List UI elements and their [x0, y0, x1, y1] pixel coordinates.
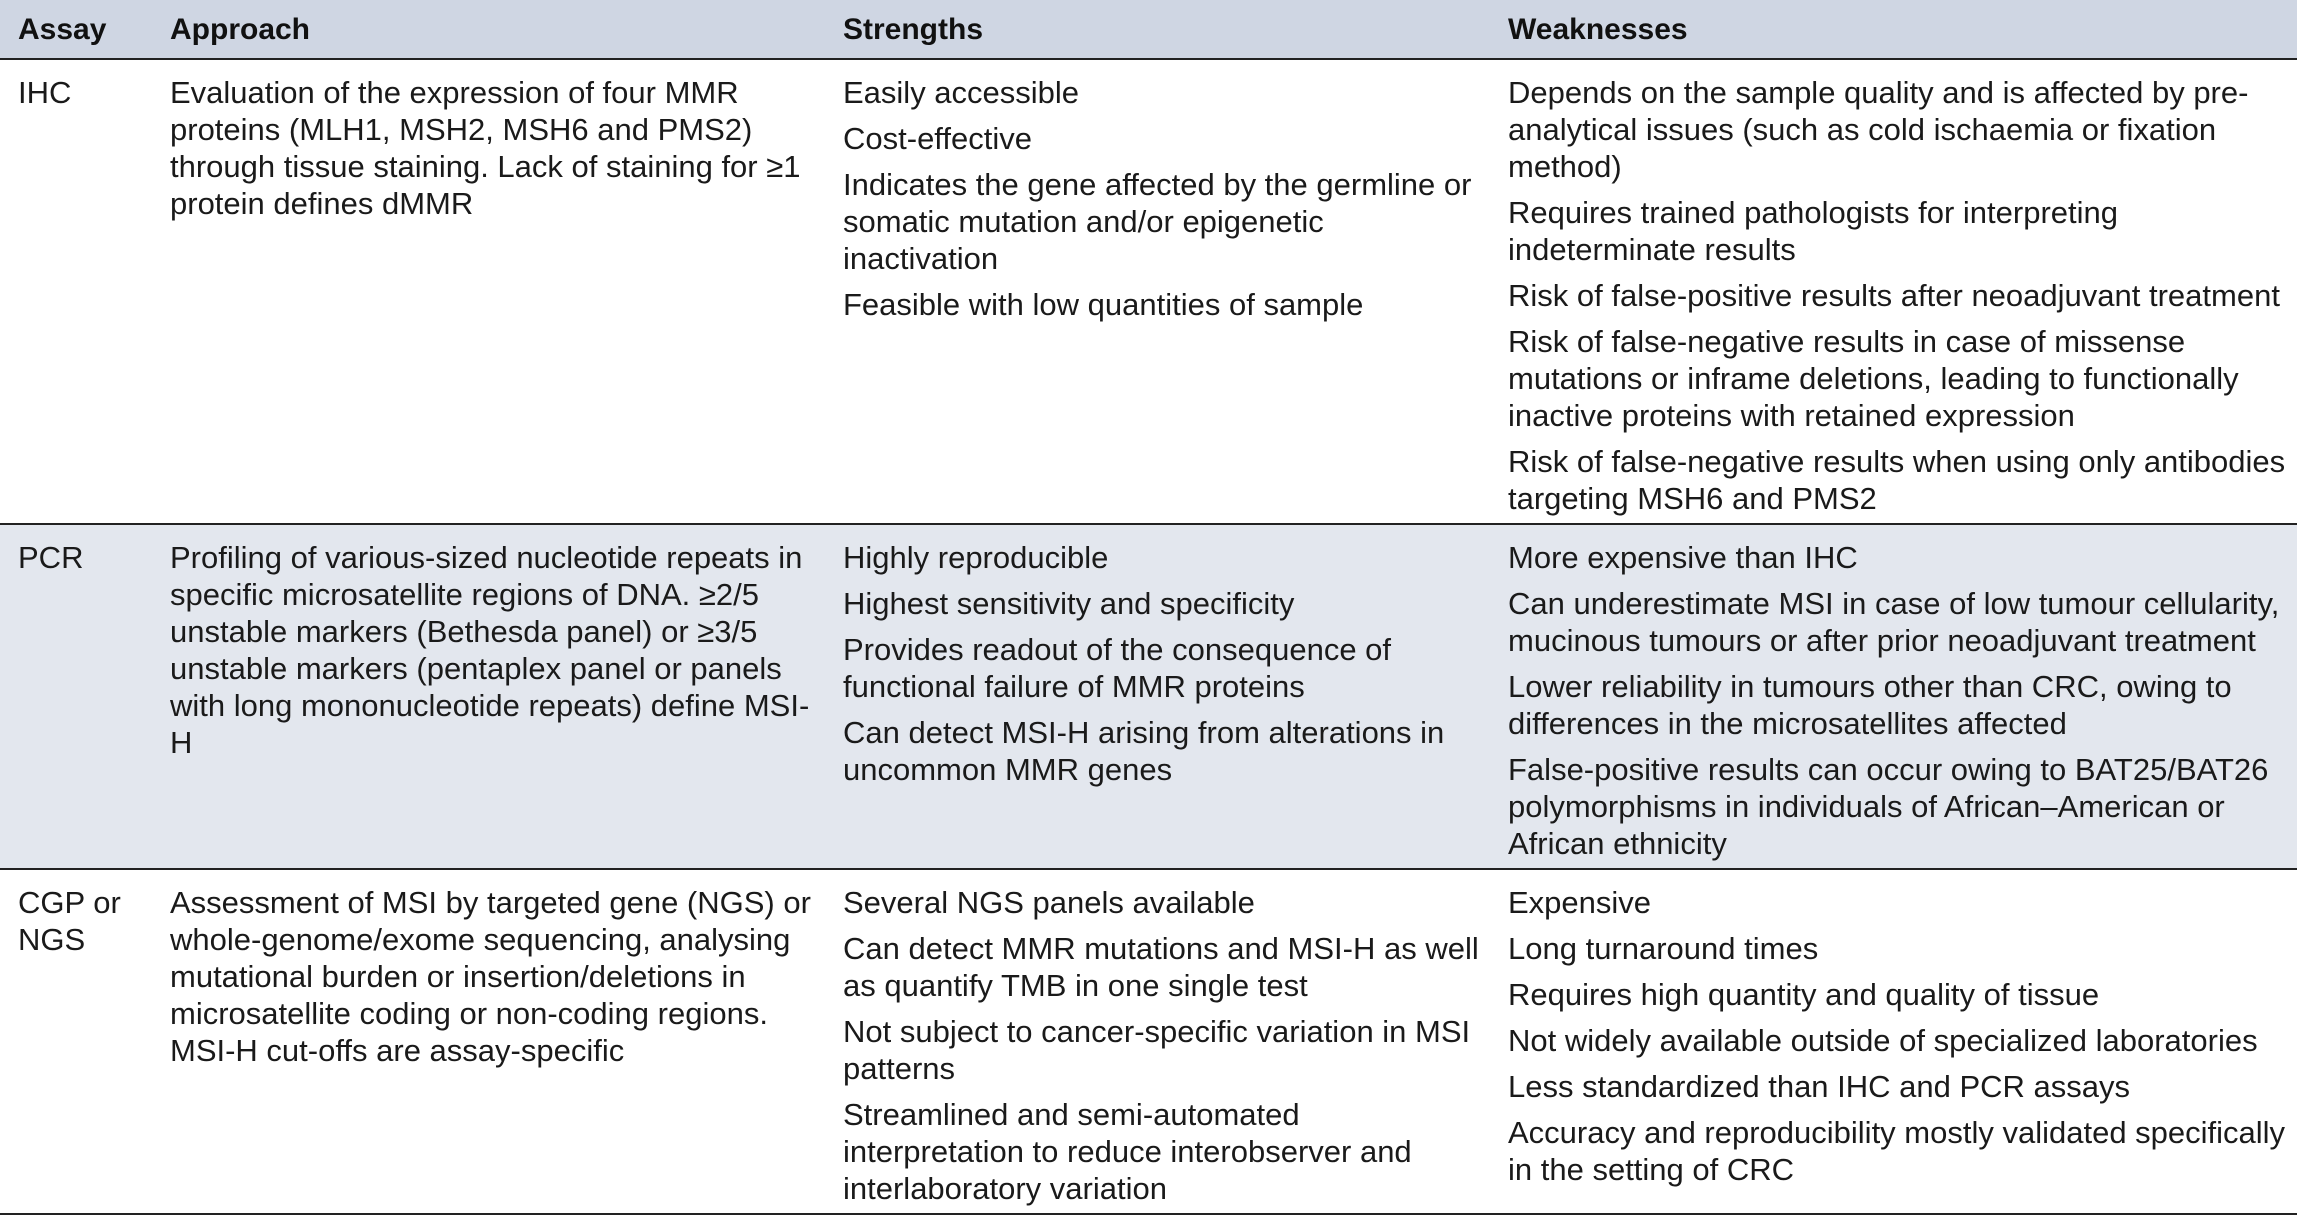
weakness-item: Not widely available outside of speciali… [1508, 1023, 2258, 1058]
approach-cell: Assessment of MSI by targeted gene (NGS)… [170, 885, 811, 1068]
strength-item: Several NGS panels available [843, 885, 1255, 920]
strengths-cell: Several NGS panels available Can detect … [825, 869, 1490, 1214]
assay-cell: CGP or NGS [18, 885, 121, 957]
weakness-item: Lower reliability in tumours other than … [1508, 669, 2232, 741]
strength-item: Highly reproducible [843, 540, 1109, 575]
weakness-item: Expensive [1508, 885, 1652, 920]
weakness-item: Requires high quantity and quality of ti… [1508, 977, 2100, 1012]
strengths-cell: Easily accessible Cost-effective Indicat… [825, 59, 1490, 524]
weakness-item: False-positive results can occur owing t… [1508, 752, 2269, 861]
header-weaknesses: Weaknesses [1490, 0, 2297, 60]
approach-cell: Evaluation of the expression of four MMR… [170, 75, 801, 221]
approach-cell: Profiling of various-sized nucleotide re… [152, 524, 825, 869]
strengths-cell: Highly reproducible Highest sensitivity … [825, 524, 1490, 869]
weaknesses-cell: More expensive than IHC Can underestimat… [1490, 524, 2297, 869]
weakness-item: Less standardized than IHC and PCR assay… [1508, 1069, 2131, 1104]
table-header: Assay Approach Strengths Weaknesses [0, 0, 2297, 60]
strength-item: Easily accessible [843, 75, 1080, 110]
assay-cell: IHC [18, 75, 72, 110]
weakness-item: Requires trained pathologists for interp… [1508, 195, 2119, 267]
weaknesses-cell: Expensive Long turnaround times Requires… [1490, 869, 2297, 1214]
weakness-item: Depends on the sample quality and is aff… [1508, 75, 2249, 184]
strength-item: Not subject to cancer-specific variation… [843, 1014, 1471, 1086]
header-row: Assay Approach Strengths Weaknesses [0, 0, 2297, 60]
table-row-ihc: IHC Evaluation of the expression of four… [0, 59, 2297, 524]
table-row-cgp-ngs: CGP or NGS Assessment of MSI by targeted… [0, 869, 2297, 1214]
weakness-item: Risk of false-negative results in case o… [1508, 324, 2239, 433]
weakness-item: Long turnaround times [1508, 931, 1819, 966]
weakness-item: Accuracy and reproducibility mostly vali… [1508, 1115, 2286, 1187]
strength-item: Provides readout of the consequence of f… [843, 632, 1392, 704]
strength-item: Can detect MSI-H arising from alteration… [843, 715, 1445, 787]
strength-item: Feasible with low quantities of sample [843, 287, 1364, 322]
weakness-item: More expensive than IHC [1508, 540, 1858, 575]
header-strengths: Strengths [825, 0, 1490, 60]
strength-item: Indicates the gene affected by the germl… [843, 167, 1472, 276]
weakness-item: Risk of false-positive results after neo… [1508, 278, 2280, 313]
weakness-item: Can underestimate MSI in case of low tum… [1508, 586, 2280, 658]
header-approach: Approach [152, 0, 825, 60]
assay-cell: PCR [0, 524, 152, 869]
strength-item: Streamlined and semi-automated interpret… [843, 1097, 1412, 1206]
table-row-pcr: PCR Profiling of various-sized nucleotid… [0, 524, 2297, 869]
weakness-item: Risk of false-negative results when usin… [1508, 444, 2286, 516]
weaknesses-cell: Depends on the sample quality and is aff… [1490, 59, 2297, 524]
header-assay: Assay [0, 0, 152, 60]
strength-item: Highest sensitivity and specificity [843, 586, 1295, 621]
strength-item: Cost-effective [843, 121, 1032, 156]
strength-item: Can detect MMR mutations and MSI-H as we… [843, 931, 1479, 1003]
